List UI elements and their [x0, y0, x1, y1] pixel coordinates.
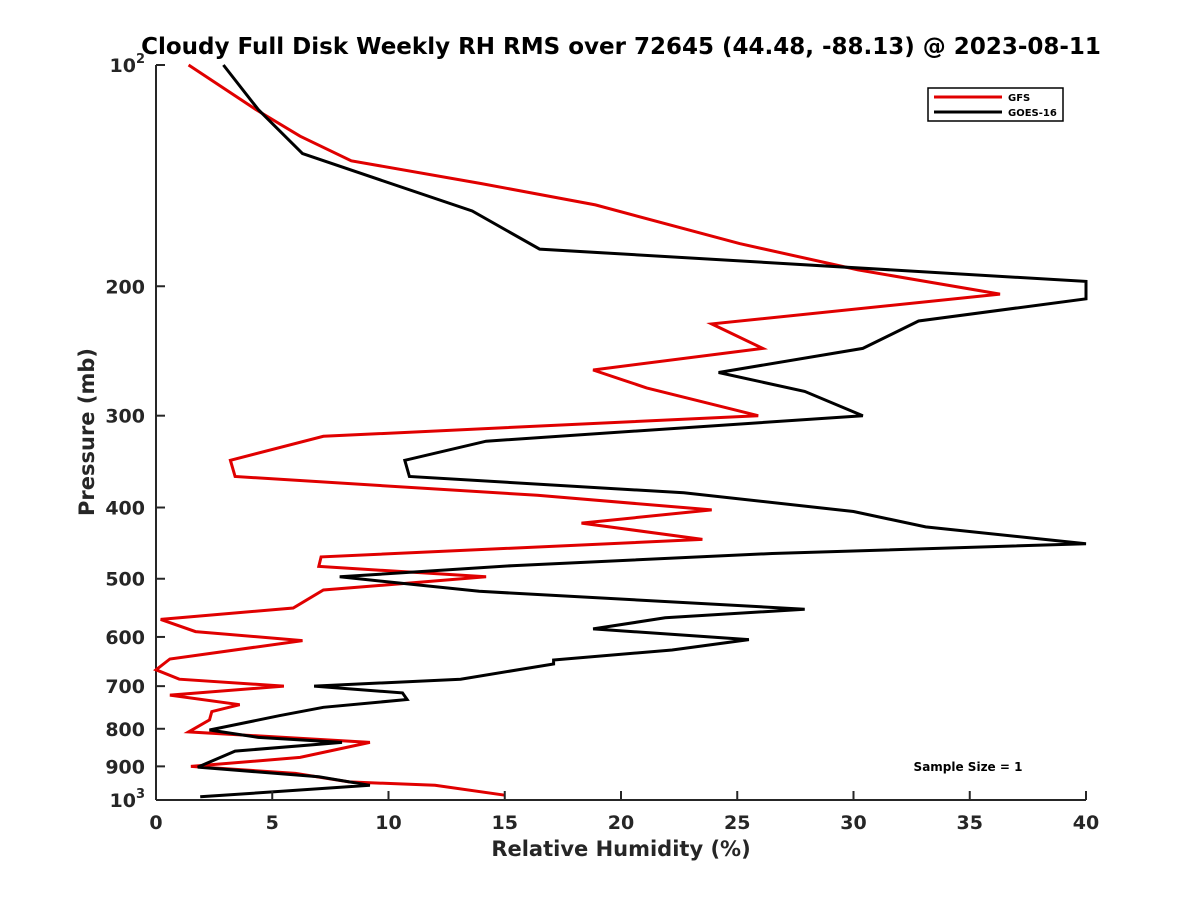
x-axis-ticks: 0 5 10 15 20 25 30 35 40 [149, 791, 1099, 834]
series-line-gfs [153, 63, 1001, 797]
plot-area: 0 5 10 15 20 25 30 35 40 102 200 300 400 500 600 700 80… [105, 52, 1099, 834]
y-axis-label: Pressure (mb) [75, 348, 99, 516]
x-tick-label: 5 [266, 812, 279, 834]
x-tick-label: 20 [608, 812, 634, 834]
chart-title: Cloudy Full Disk Weekly RH RMS over 7264… [141, 34, 1101, 60]
series-line-goes16 [197, 64, 1088, 799]
x-tick-label: 40 [1073, 812, 1099, 834]
x-axis-label: Relative Humidity (%) [491, 837, 750, 861]
y-axis-ticks: 102 200 300 400 500 600 700 800 900 103 [105, 52, 165, 812]
x-tick-label: 30 [840, 812, 866, 834]
y-tick-label: 900 [105, 756, 145, 778]
y-tick-label: 400 [105, 498, 145, 520]
y-tick-label: 200 [105, 276, 145, 298]
x-tick-label: 25 [724, 812, 750, 834]
y-tick-label: 500 [105, 569, 145, 591]
legend-box [927, 87, 1064, 122]
y-tick-label: 600 [105, 627, 145, 649]
legend-label-gfs: GFS [1008, 93, 1030, 104]
y-tick-label: 800 [105, 719, 145, 741]
y-tick-label: 103 [110, 787, 146, 812]
x-tick-label: 10 [375, 812, 401, 834]
legend: GFS GOES-16 [927, 87, 1064, 122]
x-tick-label: 0 [149, 812, 162, 834]
x-tick-label: 35 [957, 812, 983, 834]
series-layer [153, 63, 1088, 799]
sample-size-annotation: Sample Size = 1 [914, 760, 1023, 774]
x-tick-label: 15 [492, 812, 518, 834]
y-tick-label: 700 [105, 676, 145, 698]
legend-label-goes16: GOES-16 [1008, 108, 1057, 119]
y-tick-label: 102 [110, 52, 146, 77]
y-tick-label: 300 [105, 406, 145, 428]
